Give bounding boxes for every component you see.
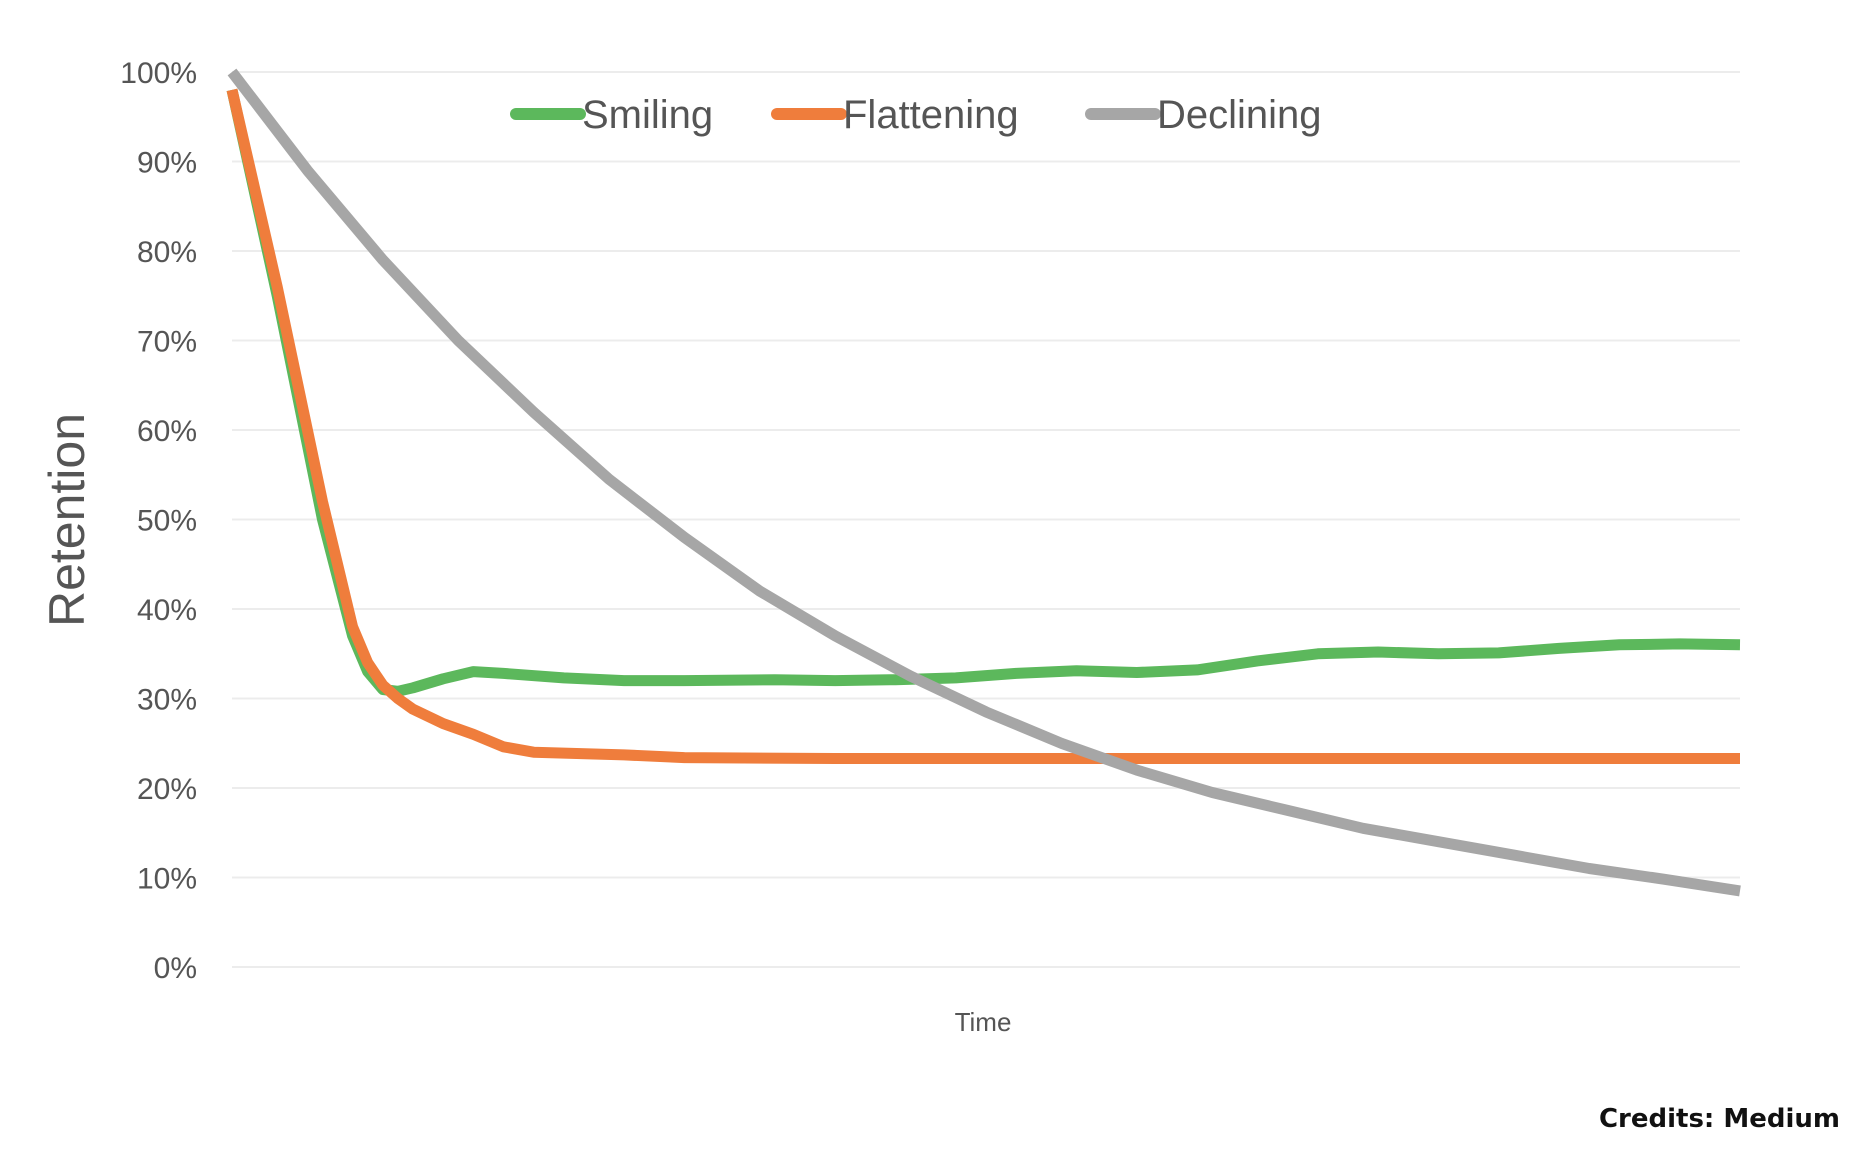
- x-axis-label: Time: [955, 1007, 1012, 1037]
- y-tick-label: 30%: [137, 684, 197, 717]
- series-line-smiling: [226, 88, 1741, 697]
- legend-label-smiling: Smiling: [582, 93, 713, 137]
- credits-text: Credits: Medium: [1598, 1104, 1840, 1134]
- y-tick-label: 100%: [120, 57, 197, 90]
- y-tick-label: 20%: [137, 773, 197, 806]
- y-tick-label: 50%: [137, 505, 197, 538]
- y-tick-label: 0%: [154, 952, 197, 985]
- y-tick-label: 40%: [137, 594, 197, 627]
- y-tick-label: 60%: [137, 415, 197, 448]
- series-line-flattening: [226, 88, 1740, 764]
- legend-label-declining: Declining: [1157, 93, 1322, 137]
- gridlines: [232, 71, 1740, 968]
- y-tick-label: 70%: [137, 326, 197, 359]
- legend: Smiling Flattening Declining: [510, 93, 1322, 137]
- y-axis-ticks: 0% 10% 20% 30% 40% 50% 60% 70% 80% 90% 100%: [120, 57, 197, 985]
- series-line-declining: [227, 68, 1741, 897]
- series-lines: [226, 68, 1741, 897]
- y-tick-label: 80%: [137, 236, 197, 269]
- legend-label-flattening: Flattening: [843, 93, 1019, 137]
- y-axis-label: Retention: [39, 413, 95, 627]
- y-tick-label: 10%: [137, 863, 197, 896]
- y-tick-label: 90%: [137, 147, 197, 180]
